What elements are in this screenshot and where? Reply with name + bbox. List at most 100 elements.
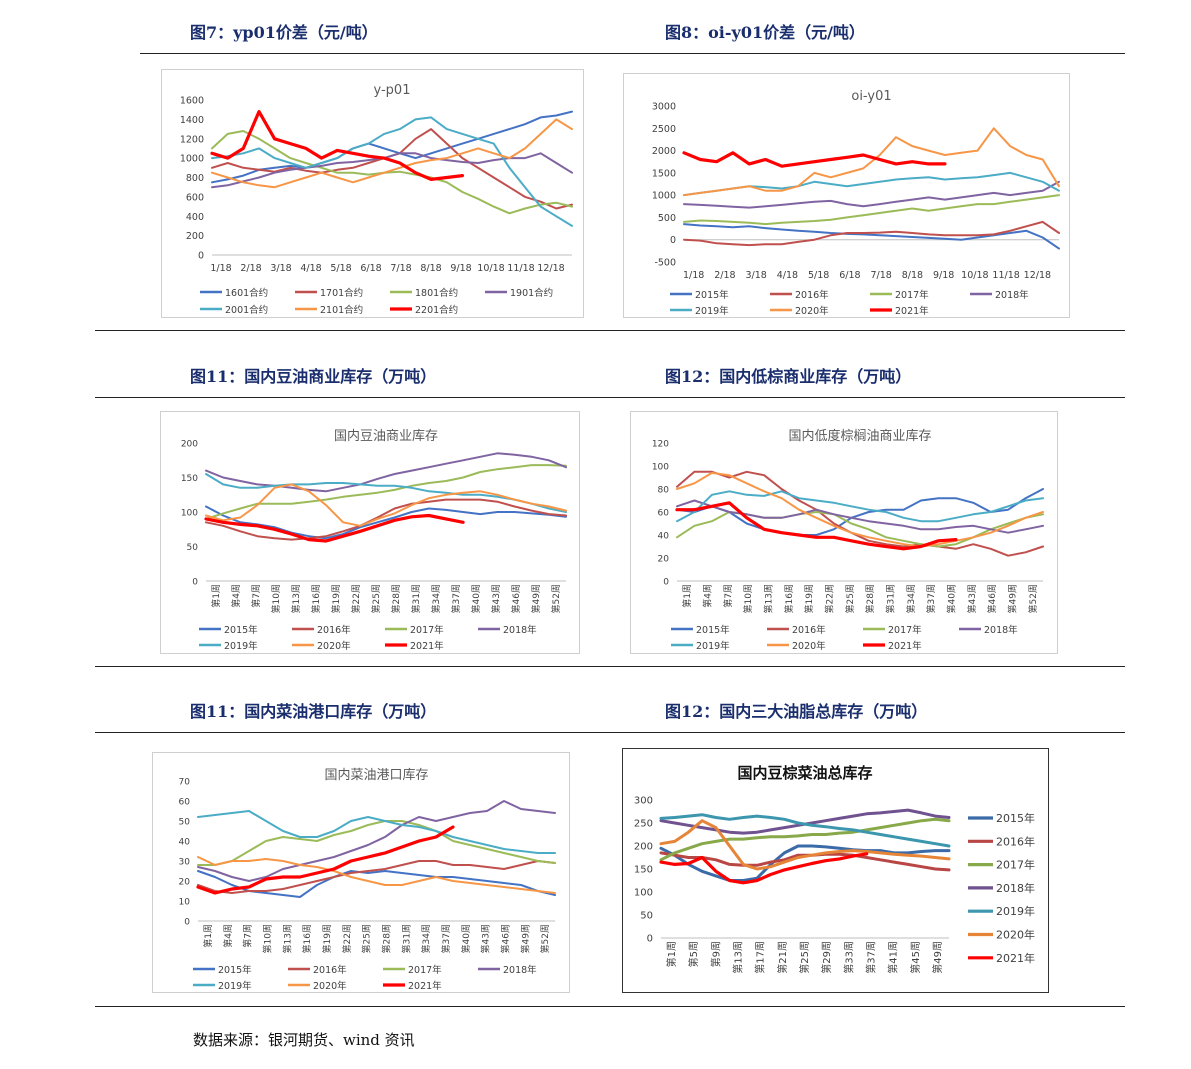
legend-label: 2021年: [408, 980, 442, 992]
chart-title: 国内豆油商业库存: [334, 428, 438, 444]
data-source-note: 数据来源：银河期货、wind 资讯: [193, 1031, 415, 1049]
x-tick-label: 11/18: [992, 270, 1019, 281]
legend-label: 2018年: [996, 881, 1035, 895]
series-line-2201合约: [210, 109, 464, 182]
divider-line: [95, 666, 1125, 667]
y-tick-label: 0: [647, 934, 653, 945]
series-line-2017年: [197, 820, 556, 866]
x-tick-label: 第49周: [931, 941, 944, 974]
y-tick-label: 1400: [180, 115, 204, 126]
y-tick-label: -500: [654, 258, 676, 269]
chart-total-inventory: 国内豆棕菜油总库存 0 50 100 150 200 250 300 第1周 第5周 第9周 第13周…: [634, 764, 1035, 974]
divider-line: [95, 330, 1125, 331]
chart-title: oi-y01: [851, 89, 891, 104]
x-tick-label: 9/18: [933, 270, 954, 281]
x-tick-label: 第49周: [530, 584, 542, 613]
y-tick-label: 50: [640, 911, 653, 922]
series-line-2021年: [204, 513, 465, 543]
x-tick-label: 第31周: [885, 584, 897, 613]
x-tick-label: 第22周: [824, 584, 836, 613]
series-line-2015年: [659, 844, 951, 882]
y-tick-label: 100: [181, 509, 198, 519]
y-tick-label: 1000: [180, 154, 204, 165]
legend-label: 2016年: [313, 964, 347, 976]
legend-label: 2019年: [996, 904, 1035, 918]
series-line-2018年: [683, 180, 1060, 209]
y-tick-label: 20: [179, 878, 191, 888]
y-tick-label: 10: [179, 898, 191, 908]
x-tick-label: 12/18: [1024, 270, 1051, 281]
y-tick-label: 0: [663, 578, 669, 588]
x-tick-label: 第7周: [250, 584, 262, 608]
x-tick-label: 第1周: [665, 941, 678, 967]
x-tick-label: 3/18: [745, 270, 766, 281]
x-tick-label: 第34周: [420, 924, 432, 953]
x-tick-label: 第40周: [460, 924, 472, 953]
x-tick-label: 第16周: [783, 584, 795, 613]
y-tick-label: 2500: [652, 124, 676, 135]
y-tick-label: 50: [187, 543, 199, 553]
x-tick-label: 第28周: [864, 584, 876, 613]
x-tick-label: 第4周: [222, 924, 234, 948]
legend-label: 2020年: [795, 305, 829, 317]
series-line-2017年: [683, 194, 1060, 226]
figure-caption-soy-inventory: 图11：国内豆油商业库存（万吨）: [190, 367, 437, 386]
y-tick-label: 150: [181, 474, 198, 484]
legend-label: 2015年: [696, 624, 730, 636]
y-tick-label: 2000: [652, 146, 676, 157]
legend-label: 1901合约: [510, 287, 553, 299]
legend-label: 2016年: [795, 289, 829, 301]
legend-label: 2016年: [317, 624, 351, 636]
x-tick-label: 12/18: [537, 263, 564, 274]
series-line-2018年: [676, 499, 1044, 534]
legend-label: 2020年: [317, 640, 351, 652]
legend-label: 2018年: [984, 624, 1018, 636]
chart-title: y-p01: [374, 83, 411, 98]
x-tick-label: 4/18: [777, 270, 798, 281]
legend-label: 2019年: [695, 305, 729, 317]
x-tick-label: 第37周: [864, 941, 877, 974]
x-tick-label: 8/18: [420, 263, 441, 274]
figure-caption-oiy01: 图8：oi-y01价差（元/吨）: [665, 23, 865, 42]
y-tick-label: 200: [181, 440, 198, 450]
series-line-2021年: [196, 825, 455, 895]
series-line-2016年: [683, 220, 1060, 247]
x-tick-label: 第46周: [510, 584, 522, 613]
x-tick-label: 7/18: [390, 263, 411, 274]
legend-label: 2016年: [792, 624, 826, 636]
x-tick-label: 第22周: [350, 584, 362, 613]
x-tick-label: 第1周: [202, 924, 214, 948]
x-tick-label: 第43周: [490, 584, 502, 613]
legend-label: 2015年: [695, 289, 729, 301]
legend-label: 2018年: [995, 289, 1029, 301]
x-tick-label: 第41周: [887, 941, 900, 974]
series-line-2019年: [676, 490, 1044, 523]
y-tick-label: 600: [186, 192, 204, 203]
y-tick-label: 60: [658, 509, 670, 519]
legend-label: 2015年: [224, 624, 258, 636]
y-tick-label: 400: [186, 212, 204, 223]
chart-title: 国内菜油港口库存: [324, 767, 428, 783]
x-tick-label: 第43周: [480, 924, 492, 953]
x-tick-label: 10/18: [477, 263, 504, 274]
x-tick-label: 第13周: [763, 584, 775, 613]
series-line-2015年: [683, 223, 1060, 250]
x-tick-label: 第34周: [905, 584, 917, 613]
x-tick-label: 第31周: [400, 924, 412, 953]
legend-label: 2021年: [895, 305, 929, 317]
legend-label: 2101合约: [320, 304, 363, 316]
legend-label: 2015年: [218, 964, 252, 976]
figure-caption-rape-inventory: 图11：国内菜油港口库存（万吨）: [190, 702, 437, 721]
x-tick-label: 9/18: [450, 263, 471, 274]
legend-label: 2019年: [224, 640, 258, 652]
y-tick-label: 800: [186, 173, 204, 184]
legend-label: 2017年: [888, 624, 922, 636]
x-tick-label: 11/18: [507, 263, 534, 274]
series-line-2021年: [675, 501, 958, 551]
y-tick-label: 100: [634, 888, 653, 899]
y-tick-label: 120: [652, 440, 669, 450]
x-tick-label: 1/18: [683, 270, 704, 281]
divider-line: [95, 1006, 1125, 1007]
x-tick-label: 3/18: [270, 263, 291, 274]
legend-label: 2017年: [410, 624, 444, 636]
